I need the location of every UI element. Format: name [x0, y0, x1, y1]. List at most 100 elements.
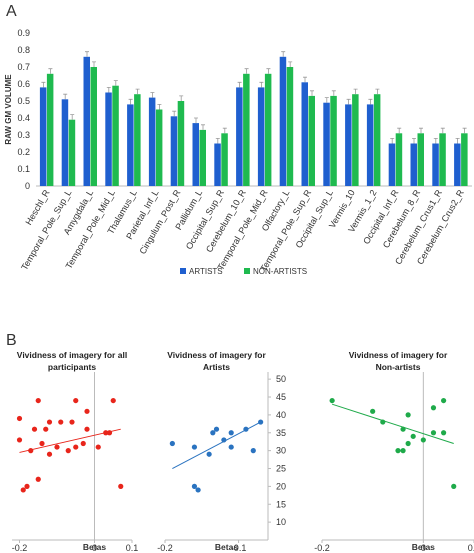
error-bar	[419, 127, 423, 134]
point	[191, 483, 198, 489]
error-bar	[440, 127, 445, 134]
error-bar	[41, 81, 46, 88]
bar	[454, 143, 461, 186]
error-bar	[433, 138, 438, 144]
error-bar	[201, 124, 205, 130]
error-bar	[215, 138, 220, 144]
panel-label: B	[6, 332, 17, 349]
point	[430, 405, 437, 411]
scatter-title: Artists	[203, 362, 230, 372]
y-tick-label: 10	[276, 517, 286, 527]
bar	[352, 94, 359, 186]
y-tick-label: 35	[276, 428, 286, 438]
point	[405, 412, 411, 418]
point	[451, 483, 457, 489]
error-bar	[106, 87, 111, 93]
bar	[39, 87, 47, 186]
point	[210, 430, 216, 436]
bar	[199, 129, 206, 186]
point	[103, 430, 109, 436]
error-bar	[266, 68, 271, 74]
y-tick-label: 15	[276, 499, 286, 509]
point	[20, 487, 26, 493]
error-bar	[368, 98, 373, 105]
bar	[236, 87, 243, 186]
point	[405, 440, 411, 447]
point	[110, 397, 116, 404]
bar	[330, 95, 337, 186]
point	[43, 426, 49, 432]
point	[430, 430, 437, 436]
legend-swatch	[244, 268, 250, 274]
trend-line	[331, 403, 454, 444]
error-bar	[179, 95, 184, 101]
bar	[83, 56, 90, 186]
error-bar	[128, 98, 133, 105]
error-bar	[70, 114, 75, 120]
error-bar	[92, 61, 96, 67]
bar	[214, 143, 221, 186]
bar	[308, 95, 315, 186]
bar	[134, 94, 141, 186]
error-bar	[281, 51, 286, 57]
bar	[90, 67, 97, 186]
scatter-title: Non-artists	[376, 362, 421, 372]
error-bar	[353, 88, 358, 95]
point	[370, 408, 376, 414]
y-tick-label: 0.8	[17, 45, 30, 55]
scatter-title: Vividness of imagery for	[349, 350, 448, 360]
bar	[395, 133, 403, 186]
bar	[170, 116, 178, 186]
error-bar	[390, 138, 395, 144]
error-bar	[85, 51, 89, 57]
point	[16, 415, 23, 422]
point	[243, 426, 249, 432]
point	[221, 437, 227, 443]
y-tick-label: 30	[276, 446, 286, 456]
y-tick-label: 25	[276, 464, 286, 474]
error-bar	[157, 104, 162, 110]
point	[206, 451, 212, 457]
y-tick-label: 20	[276, 481, 286, 491]
point	[195, 487, 201, 493]
point	[80, 440, 86, 447]
error-bar	[172, 110, 177, 117]
point	[58, 419, 64, 425]
error-bar	[397, 127, 402, 134]
error-bar	[135, 88, 140, 95]
error-bar	[324, 97, 329, 103]
y-tick-label: 0.4	[17, 113, 30, 123]
point	[73, 397, 79, 404]
x-axis-label: Betas	[215, 542, 238, 552]
bar	[221, 133, 228, 186]
bar	[388, 143, 396, 186]
point	[400, 448, 406, 454]
point	[441, 397, 447, 404]
point	[84, 408, 90, 414]
point	[329, 397, 335, 404]
bar	[417, 133, 424, 186]
error-bar	[288, 61, 293, 67]
y-axis-label: RAW GM VOLUME	[4, 74, 13, 145]
y-tick-label: 0.6	[17, 79, 30, 89]
point	[380, 419, 386, 425]
point	[118, 483, 124, 489]
point	[213, 426, 220, 432]
point	[106, 430, 113, 436]
y-tick-label: 0.2	[17, 147, 30, 157]
panel-label: A	[6, 3, 17, 20]
scatter-title: Vividness of imagery for all	[17, 350, 127, 360]
x-tick-label: -0.2	[157, 543, 173, 553]
bar	[301, 82, 308, 186]
point	[250, 448, 256, 454]
x-tick-label: 0.1	[468, 543, 474, 553]
error-bar	[194, 117, 198, 124]
error-bar	[150, 92, 155, 98]
error-bar	[63, 93, 68, 100]
bar	[286, 67, 294, 186]
error-bar	[244, 68, 249, 74]
error-bar	[455, 138, 460, 144]
point	[46, 419, 53, 425]
x-axis-label: Betas	[83, 542, 106, 552]
point	[191, 444, 198, 450]
